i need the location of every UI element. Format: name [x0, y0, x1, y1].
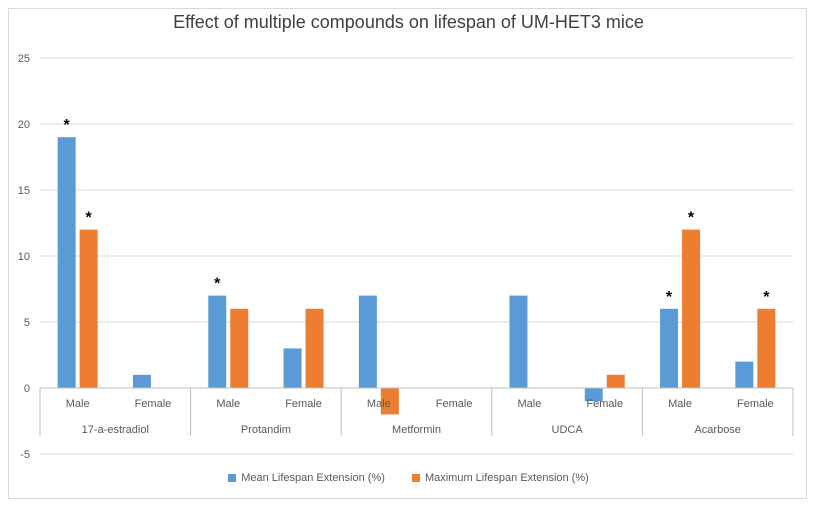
bar — [358, 295, 377, 388]
x-category-label: Female — [586, 398, 623, 410]
x-group-label: Protandim — [241, 424, 291, 436]
y-tick-label: 0 — [24, 383, 30, 395]
y-tick-label: 10 — [18, 251, 30, 263]
bar — [757, 308, 776, 388]
significance-marker: * — [64, 117, 71, 134]
bar — [735, 361, 754, 388]
x-category-label: Female — [285, 398, 322, 410]
chart-frame — [8, 8, 807, 499]
bar — [584, 388, 603, 402]
x-category-label: Female — [436, 398, 473, 410]
bar — [380, 388, 399, 415]
significance-marker: * — [763, 289, 770, 306]
legend: Mean Lifespan Extension (%) Maximum Life… — [0, 472, 817, 485]
bar — [606, 374, 625, 388]
legend-item-mean: Mean Lifespan Extension (%) — [228, 472, 385, 484]
x-group-label: 17-a-estradiol — [82, 424, 149, 436]
y-tick-label: 5 — [24, 317, 30, 329]
bar — [660, 308, 679, 388]
bar — [79, 229, 98, 388]
x-category-label: Male — [518, 398, 542, 410]
significance-marker: * — [688, 210, 695, 227]
legend-label-max: Maximum Lifespan Extension (%) — [424, 472, 589, 484]
significance-marker: * — [214, 276, 221, 293]
bar — [682, 229, 701, 388]
x-category-label: Female — [135, 398, 172, 410]
x-category-label: Male — [66, 398, 90, 410]
x-category-label: Male — [367, 398, 391, 410]
y-tick-label: 20 — [18, 119, 30, 131]
significance-marker: * — [86, 210, 93, 227]
legend-item-max: Maximum Lifespan Extension (%) — [411, 472, 589, 484]
bar — [208, 295, 227, 388]
y-tick-label: 25 — [18, 53, 30, 65]
chart-title: Effect of multiple compounds on lifespan… — [173, 12, 644, 32]
x-group-label: Acarbose — [694, 424, 740, 436]
x-group-label: UDCA — [552, 424, 584, 436]
bar — [509, 295, 528, 388]
x-category-label: Male — [668, 398, 692, 410]
significance-marker: * — [666, 289, 673, 306]
legend-swatch-max — [411, 474, 420, 482]
bar — [305, 308, 324, 388]
bar — [57, 137, 76, 388]
x-category-label: Female — [737, 398, 774, 410]
bar — [230, 308, 249, 388]
y-tick-label: -5 — [20, 449, 30, 461]
legend-label-mean: Mean Lifespan Extension (%) — [241, 472, 385, 484]
x-category-label: Male — [216, 398, 240, 410]
legend-swatch-mean — [228, 474, 237, 482]
bar — [132, 374, 151, 388]
y-tick-label: 15 — [18, 185, 30, 197]
bar — [283, 348, 302, 388]
x-group-label: Metformin — [392, 424, 441, 436]
